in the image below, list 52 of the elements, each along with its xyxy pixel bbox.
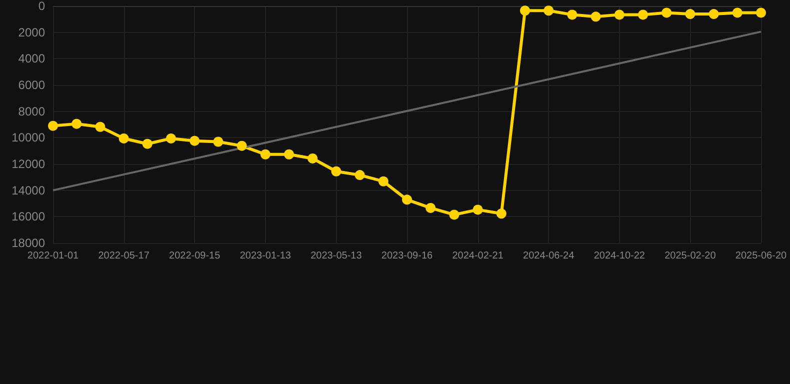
point — [567, 10, 578, 20]
point — [590, 12, 601, 22]
point — [685, 9, 696, 20]
y-tick-label: 10000 — [12, 130, 46, 145]
x-tick-label: 2023-09-16 — [381, 250, 434, 262]
x-tick-label: 2025-06-20 — [735, 250, 788, 262]
point — [308, 153, 318, 164]
point — [142, 138, 152, 149]
point — [662, 8, 672, 18]
y-tick-label: 14000 — [12, 183, 46, 198]
x-tick-label: 2024-02-21 — [452, 250, 504, 262]
y-tick-label: 6000 — [18, 78, 46, 92]
point — [72, 118, 82, 129]
x-tick-label: 2022-09-15 — [169, 250, 221, 262]
point — [236, 140, 247, 151]
point — [190, 136, 200, 146]
point — [520, 6, 530, 16]
point — [449, 210, 460, 220]
x-tick-label: 2023-01-13 — [240, 250, 292, 262]
x-tick-label: 2023-05-13 — [310, 250, 362, 262]
x-tick-label: 2024-06-24 — [523, 250, 575, 262]
point — [213, 136, 224, 147]
point — [95, 122, 106, 132]
point — [166, 133, 176, 144]
point — [118, 133, 129, 144]
y-tick-label: 18000 — [12, 236, 46, 250]
point — [260, 149, 270, 160]
y-tick-label: 8000 — [18, 104, 46, 118]
point — [354, 170, 365, 180]
point — [756, 8, 766, 18]
point — [472, 204, 483, 215]
point — [284, 149, 294, 160]
point — [496, 208, 506, 219]
y-tick-label: 16000 — [12, 210, 46, 224]
point — [614, 10, 624, 20]
y-tick-label: 2000 — [18, 25, 46, 40]
point — [426, 202, 436, 213]
point — [402, 194, 412, 205]
x-tick-label: 2024-10-22 — [594, 250, 646, 262]
x-tick-label: 2022-05-17 — [98, 250, 150, 262]
point — [544, 6, 554, 16]
x-tick-label: 2022-01-01 — [27, 250, 80, 262]
y-tick-label: 4000 — [18, 52, 46, 66]
y-tick-label: 12000 — [12, 157, 46, 171]
y-tick-label: 0 — [38, 0, 46, 13]
point — [331, 166, 342, 176]
point — [378, 176, 388, 186]
point — [48, 120, 58, 131]
point — [708, 9, 719, 20]
x-tick-label: 2025-02-20 — [664, 250, 716, 262]
point — [638, 10, 648, 20]
point — [732, 8, 742, 18]
